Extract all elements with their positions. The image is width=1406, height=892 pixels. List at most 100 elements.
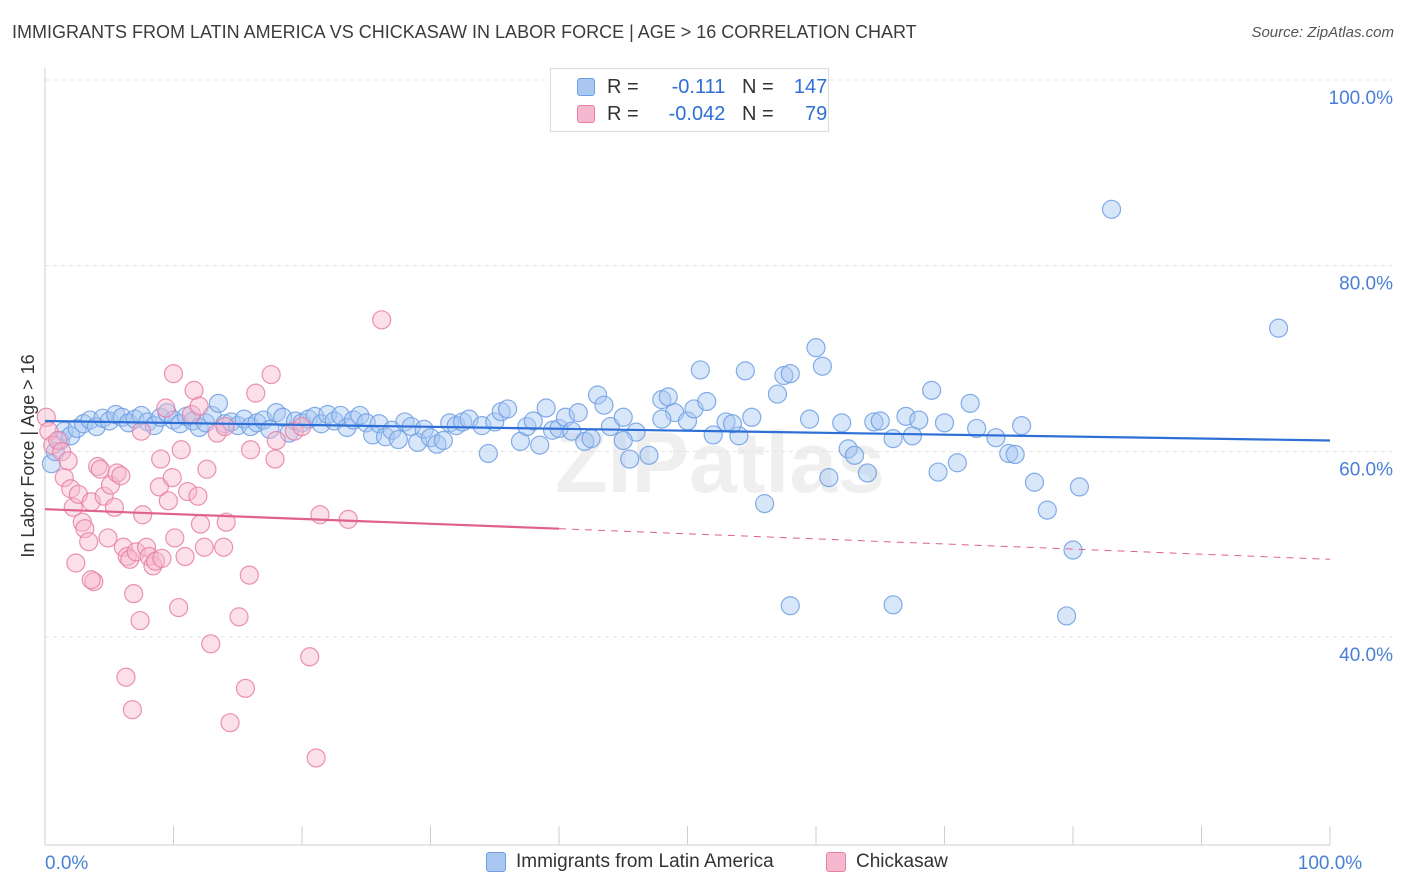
- y-tick-label-1: 80.0%: [1339, 274, 1393, 295]
- axes: [44, 68, 1331, 846]
- point-chickasaw-60: [261, 364, 281, 385]
- legend-n-latin-america: 147: [793, 75, 828, 98]
- point-chickasaw-44: [178, 481, 198, 502]
- point-latin-america-133: [1056, 606, 1077, 626]
- point-chickasaw-50: [197, 459, 217, 479]
- legend-swatch-latin-america: [577, 78, 595, 96]
- point-latin-america-135: [1069, 477, 1090, 497]
- point-latin-america-120: [909, 410, 929, 430]
- point-chickasaw-54: [216, 512, 236, 532]
- point-latin-america-79: [555, 407, 576, 427]
- point-chickasaw-49: [194, 537, 214, 557]
- point-latin-america-68: [478, 443, 498, 464]
- point-latin-america-90: [639, 445, 659, 465]
- point-chickasaw-48: [190, 514, 211, 534]
- point-chickasaw-21: [104, 497, 124, 517]
- point-chickasaw-6: [58, 451, 78, 471]
- point-chickasaw-72: [131, 421, 151, 441]
- x-tick-label-0: 0.0%: [45, 853, 88, 874]
- point-chickasaw-57: [235, 678, 256, 698]
- point-latin-america-132: [1037, 500, 1057, 520]
- point-latin-america-117: [883, 429, 903, 449]
- point-latin-america-86: [600, 416, 621, 437]
- stats-legend: R = -0.111 N = 147 R = -0.042 N = 79: [550, 68, 829, 132]
- point-latin-america-106: [780, 364, 800, 384]
- point-chickasaw-37: [156, 398, 176, 418]
- point-latin-america-136: [1101, 199, 1122, 219]
- legend-r-latin-america: -0.111: [671, 75, 726, 98]
- point-chickasaw-17: [90, 459, 110, 479]
- point-chickasaw-4: [52, 442, 72, 462]
- point-latin-america-127: [986, 428, 1006, 448]
- point-chickasaw-41: [169, 597, 189, 618]
- point-latin-america-69: [485, 412, 505, 432]
- point-latin-america-118: [896, 406, 916, 426]
- point-chickasaw-16: [88, 456, 108, 477]
- point-latin-america-138: [780, 596, 800, 616]
- point-chickasaw-42: [171, 440, 191, 460]
- point-chickasaw-69: [122, 700, 142, 720]
- point-chickasaw-55: [220, 713, 240, 733]
- chart-source: Source: ZipAtlas.com: [1251, 24, 1394, 41]
- point-chickasaw-27: [124, 584, 144, 604]
- point-latin-america-55: [388, 429, 408, 450]
- point-latin-america-81: [568, 403, 588, 423]
- chart-title: IMMIGRANTS FROM LATIN AMERICA VS CHICKAS…: [12, 22, 917, 42]
- point-latin-america-121: [922, 380, 942, 400]
- point-chickasaw-56: [229, 607, 249, 627]
- y-tick-label-2: 60.0%: [1339, 459, 1393, 480]
- point-latin-america-131: [1024, 472, 1045, 492]
- series-chickasaw-points: [36, 310, 392, 768]
- bottom-legend-latin-america: Immigrants from Latin America: [486, 851, 774, 873]
- point-latin-america-137: [1268, 318, 1289, 338]
- point-chickasaw-36: [152, 548, 172, 568]
- point-latin-america-122: [928, 462, 948, 482]
- point-latin-america-114: [857, 463, 878, 483]
- point-chickasaw-71: [151, 449, 171, 469]
- point-chickasaw-24: [113, 537, 133, 557]
- point-latin-america-134: [1063, 540, 1083, 560]
- point-chickasaw-23: [111, 466, 131, 486]
- trend-line-chickasaw: [44, 508, 560, 530]
- bottom-swatch-latin-america: [486, 852, 506, 872]
- point-latin-america-62: [433, 430, 453, 451]
- point-chickasaw-77: [266, 430, 286, 451]
- point-latin-america-142: [722, 414, 743, 434]
- point-chickasaw-35: [149, 477, 169, 497]
- legend-r-chickasaw: -0.042: [668, 102, 726, 125]
- point-latin-america-101: [735, 361, 755, 381]
- tick-labels: 100.0% 80.0% 60.0% 40.0% 0.0% 100.0%: [45, 88, 1393, 874]
- point-chickasaw-43: [175, 546, 195, 567]
- point-latin-america-80: [562, 421, 582, 441]
- point-chickasaw-61: [265, 449, 285, 469]
- point-chickasaw-30: [133, 505, 153, 525]
- point-chickasaw-3: [48, 430, 68, 451]
- point-chickasaw-74: [189, 396, 209, 416]
- series-latin-america-points: [41, 199, 1289, 626]
- point-latin-america-27: [208, 393, 229, 413]
- point-latin-america-47: [337, 417, 357, 438]
- point-latin-america-124: [947, 453, 967, 473]
- point-latin-america-129: [1005, 444, 1025, 465]
- point-chickasaw-70: [81, 570, 101, 590]
- point-chickasaw-19: [98, 528, 118, 548]
- point-latin-america-108: [806, 338, 826, 358]
- point-chickasaw-38: [158, 491, 178, 511]
- point-latin-america-97: [697, 391, 717, 412]
- point-latin-america-115: [864, 412, 884, 432]
- point-latin-america-140: [652, 409, 672, 429]
- point-latin-america-85: [594, 395, 614, 415]
- point-latin-america-139: [883, 595, 903, 615]
- point-latin-america-107: [799, 409, 820, 429]
- point-chickasaw-39: [162, 468, 182, 488]
- point-chickasaw-76: [241, 440, 261, 460]
- point-chickasaw-28: [126, 542, 146, 562]
- y-axis-label: In Labor Force | Age > 16: [18, 354, 38, 557]
- point-latin-america-116: [870, 411, 890, 431]
- point-chickasaw-9: [66, 553, 86, 573]
- point-latin-america-49: [350, 405, 370, 426]
- point-chickasaw-47: [188, 486, 208, 506]
- point-latin-america-76: [536, 398, 556, 418]
- bottom-legend-label-chickasaw: Chickasaw: [856, 851, 948, 872]
